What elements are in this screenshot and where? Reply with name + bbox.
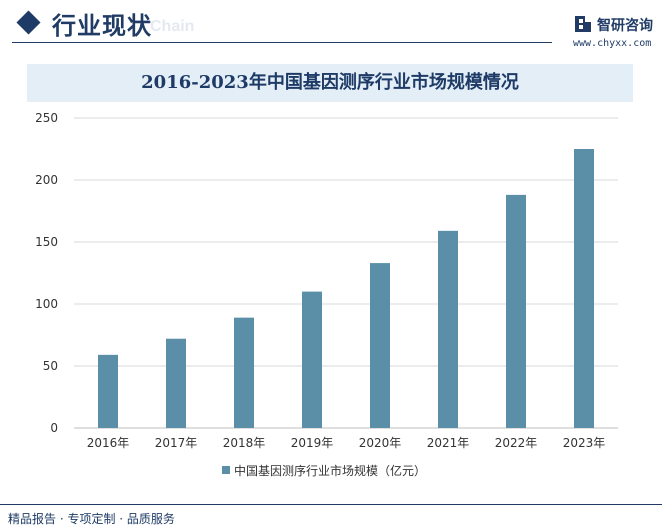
x-tick-label: 2016年 xyxy=(87,436,130,450)
bar xyxy=(234,317,254,428)
header: 行业现状 Chain 智研咨询 www.chyxx.com xyxy=(0,0,662,49)
bar xyxy=(370,263,390,428)
bar xyxy=(574,149,594,428)
brand-logo-icon xyxy=(575,16,591,32)
y-tick-label: 100 xyxy=(35,297,58,311)
y-tick-label: 50 xyxy=(43,359,58,373)
bar xyxy=(506,194,526,428)
bar xyxy=(98,354,118,428)
legend-swatch xyxy=(222,466,230,474)
x-tick-label: 2018年 xyxy=(223,436,266,450)
x-tick-label: 2020年 xyxy=(359,436,402,450)
y-tick-label: 250 xyxy=(35,111,58,125)
x-tick-label: 2021年 xyxy=(427,436,470,450)
brand-name: 智研咨询 xyxy=(597,18,653,34)
chart-title: 2016-2023年中国基因测序行业市场规模情况 xyxy=(141,72,519,93)
header-divider xyxy=(12,42,552,43)
x-tick-label: 2017年 xyxy=(155,436,198,450)
y-tick-label: 150 xyxy=(35,235,58,249)
x-tick-label: 2023年 xyxy=(563,436,606,450)
watermark: Chain xyxy=(150,18,195,35)
brand: 智研咨询 www.chyxx.com xyxy=(573,14,658,54)
bar xyxy=(302,291,322,428)
x-tick-label: 2022年 xyxy=(495,436,538,450)
footer-divider xyxy=(0,504,662,505)
legend-label: 中国基因测序行业市场规模（亿元） xyxy=(234,464,427,478)
chart-title-bar: 2016-2023年中国基因测序行业市场规模情况 xyxy=(27,64,633,102)
bar xyxy=(438,230,458,428)
footer-tagline: 精品报告 · 专项定制 · 品质服务 xyxy=(8,512,175,526)
bar xyxy=(166,338,186,428)
x-tick-label: 2019年 xyxy=(291,436,334,450)
section-title: 行业现状 xyxy=(52,12,152,40)
y-tick-label: 0 xyxy=(50,421,58,435)
y-tick-label: 200 xyxy=(35,173,58,187)
brand-url: www.chyxx.com xyxy=(573,38,652,49)
